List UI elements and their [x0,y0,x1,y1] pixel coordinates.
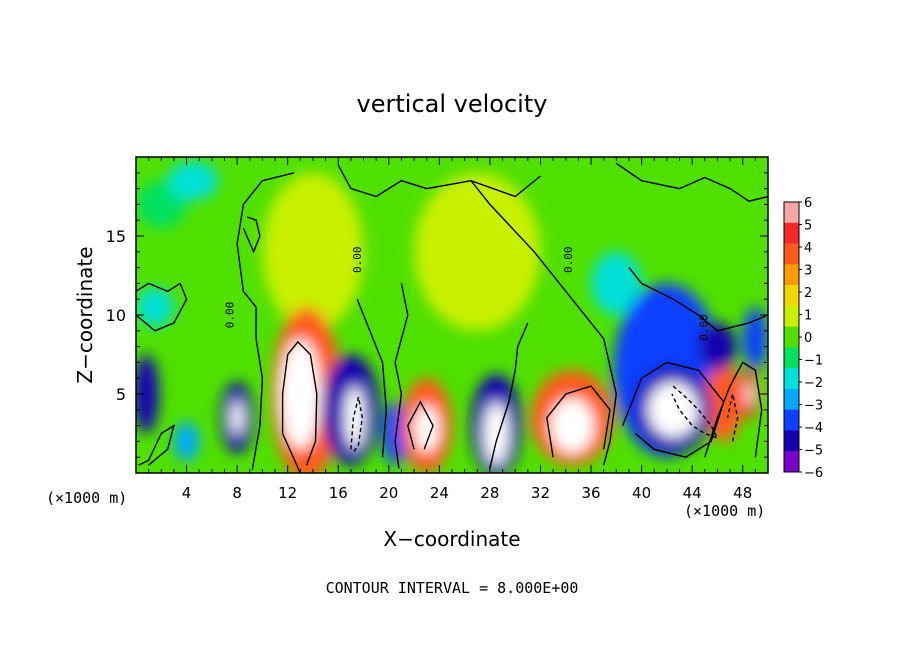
contour-line-4 [356,298,388,458]
contour-line-10 [628,267,768,332]
colorbar-swatch-6 [784,326,799,348]
x-tick-label: 28 [480,484,499,502]
colorbar-label: 6 [804,196,812,211]
velocity-cell-2 [173,421,200,462]
contour-line-16 [350,397,364,453]
contour-line-14 [242,216,261,254]
contour-label-0: 0.00 [223,302,236,329]
x-tick-label: 40 [632,484,651,502]
y-tick-label: 10 [106,306,126,325]
footer-contour-interval: CONTOUR INTERVAL = 8.000E+00 [326,579,579,597]
colorbar-label: −6 [804,466,823,481]
contour-line-18 [726,393,739,442]
colorbar-swatch-10 [784,409,799,431]
contour-label-1: 0.00 [351,246,364,273]
x-tick-label: 32 [531,484,550,502]
velocity-cell-1 [136,287,174,327]
colorbar-label: −1 [804,354,823,369]
contour-line-0 [138,424,176,466]
colorbar-label: 3 [804,264,812,279]
contour-line-8 [489,322,529,469]
x-tick-label: 20 [379,484,398,502]
y-axis-ticks: 5 10 15 [106,172,768,458]
colorbar: 6 5 4 3 2 1 0 −1 −2 −3 −4 −5 −6 [783,196,823,481]
colorbar-label: 0 [804,331,812,346]
contour-line-17 [671,385,719,440]
colorbar-swatch-4 [784,285,799,307]
plot-area: 0.000.00 0.000.00 4 8 12 16 20 24 28 32 36 40 44 48 … [106,156,769,502]
colorbar-swatch-7 [784,347,799,369]
colorbar-swatch-2 [784,243,799,265]
y-axis-label: Z−coordinate [73,246,97,383]
x-tick-label: 44 [683,484,702,502]
colorbar-swatch-5 [784,305,799,328]
colorbar-label: 1 [804,309,812,324]
x-tick-label: 8 [232,484,242,502]
y-tick-label: 15 [106,227,126,246]
x-unit-right: (×1000 m) [684,502,765,520]
velocity-cell-13 [414,405,440,453]
contour-line-3 [337,164,541,198]
x-tick-label: 4 [182,484,192,502]
colorbar-label: 5 [804,219,812,234]
y-tick-label: 5 [116,385,126,404]
x-tick-label: 36 [581,484,600,502]
velocity-cell-8 [262,172,364,331]
colorbar-label: 2 [804,286,812,301]
contour-line-13 [615,162,768,202]
contour-line-7 [407,400,434,450]
velocity-cell-5 [230,400,244,436]
contour-label-2: 0.00 [562,246,575,273]
x-tick-label: 12 [278,484,297,502]
colorbar-swatch-8 [784,368,799,390]
velocity-cell-18 [549,397,595,454]
colorbar-swatch-11 [784,430,799,452]
contour-line-6 [470,180,618,466]
velocity-cell-23 [698,322,737,371]
contour-label-3: 0.00 [697,314,710,341]
colorbar-swatch-3 [784,264,799,286]
colorbar-swatch-12 [784,451,799,473]
velocity-cell-16 [414,172,541,331]
colorbar-swatch-9 [784,388,799,411]
x-unit-left: (×1000 m) [46,489,127,507]
velocity-cell-21 [647,382,699,438]
colorbar-swatch-0 [784,202,799,224]
velocity-cell-7 [280,338,321,450]
colorbar-label: −5 [804,444,823,459]
colorbar-label: −3 [804,399,823,414]
contour-line-2 [281,340,318,473]
velocity-cell-0 [136,354,159,434]
contour-line-9 [546,385,611,458]
chart-title: vertical velocity [357,90,548,118]
contour-line-15 [136,282,188,332]
velocity-cell-15 [483,401,509,466]
velocity-cell-27 [591,251,642,315]
contour-line-1 [236,172,295,470]
x-axis-ticks: 4 8 12 16 20 24 28 32 36 40 44 48 [148,157,756,502]
colorbar-label: 4 [804,241,812,256]
contour-labels: 0.00 0.00 0.00 0.00 [223,246,710,340]
x-axis-label: X−coordinate [383,527,520,551]
x-tick-label: 48 [733,484,752,502]
contour-line-12 [704,361,763,458]
velocity-cell-25 [745,382,753,406]
contour-line-5 [394,283,409,469]
colorbar-swatch-1 [784,222,799,244]
velocity-cell-3 [167,160,219,201]
x-tick-label: 16 [329,484,348,502]
colorbar-label: −4 [804,421,823,436]
colorbar-label: −2 [804,376,823,391]
zero-contours [136,162,768,473]
velocity-cell-11 [382,401,408,466]
x-tick-label: 24 [430,484,449,502]
